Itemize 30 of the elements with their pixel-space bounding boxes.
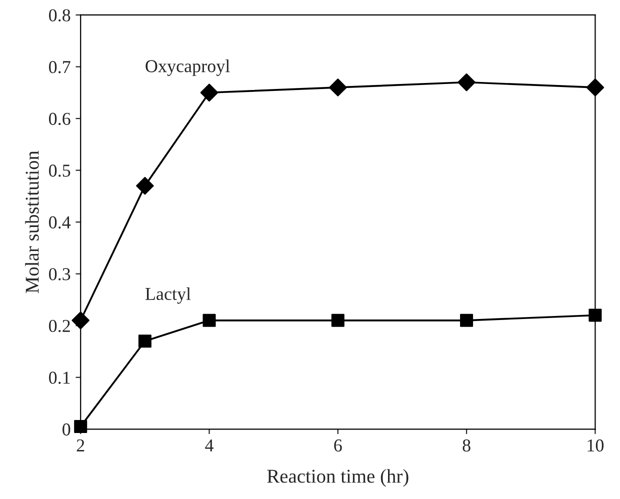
point (200, 84, 218, 102)
series-label: Oxycaproyl (146, 60, 230, 76)
y-tick-label: 0.6 (48, 112, 70, 126)
point (136, 176, 154, 195)
x-axis-title: Reaction time (hr) (267, 469, 408, 487)
point (138, 334, 152, 348)
point (586, 78, 604, 96)
point (331, 314, 344, 327)
point (202, 314, 216, 327)
y-tick-label: 0.8 (48, 9, 70, 22)
point (458, 73, 476, 92)
x-tick-label: 6 (334, 439, 342, 452)
x-tick-label: 4 (205, 440, 214, 452)
point (74, 420, 88, 434)
point (460, 314, 474, 327)
point (588, 308, 602, 322)
point (72, 312, 90, 330)
y-tick-label: 0.2 (48, 320, 70, 332)
y-tick-label: 0.1 (48, 372, 70, 384)
x-tick-label: 10 (588, 439, 604, 452)
x-tick-label: 2 (76, 439, 84, 452)
y-tick-label: 0.4 (48, 216, 71, 229)
y-tick-label: 0.7 (48, 61, 70, 74)
y-axis-title: Molar substitution (25, 150, 39, 294)
x-tick-label: 8 (462, 439, 470, 452)
y-tick-label: 0 (62, 423, 70, 436)
y-tick-label: 0.5 (48, 164, 70, 177)
y-tick-label: 0.3 (48, 268, 70, 280)
point (328, 78, 347, 96)
series-label: Lactyl (145, 287, 191, 304)
